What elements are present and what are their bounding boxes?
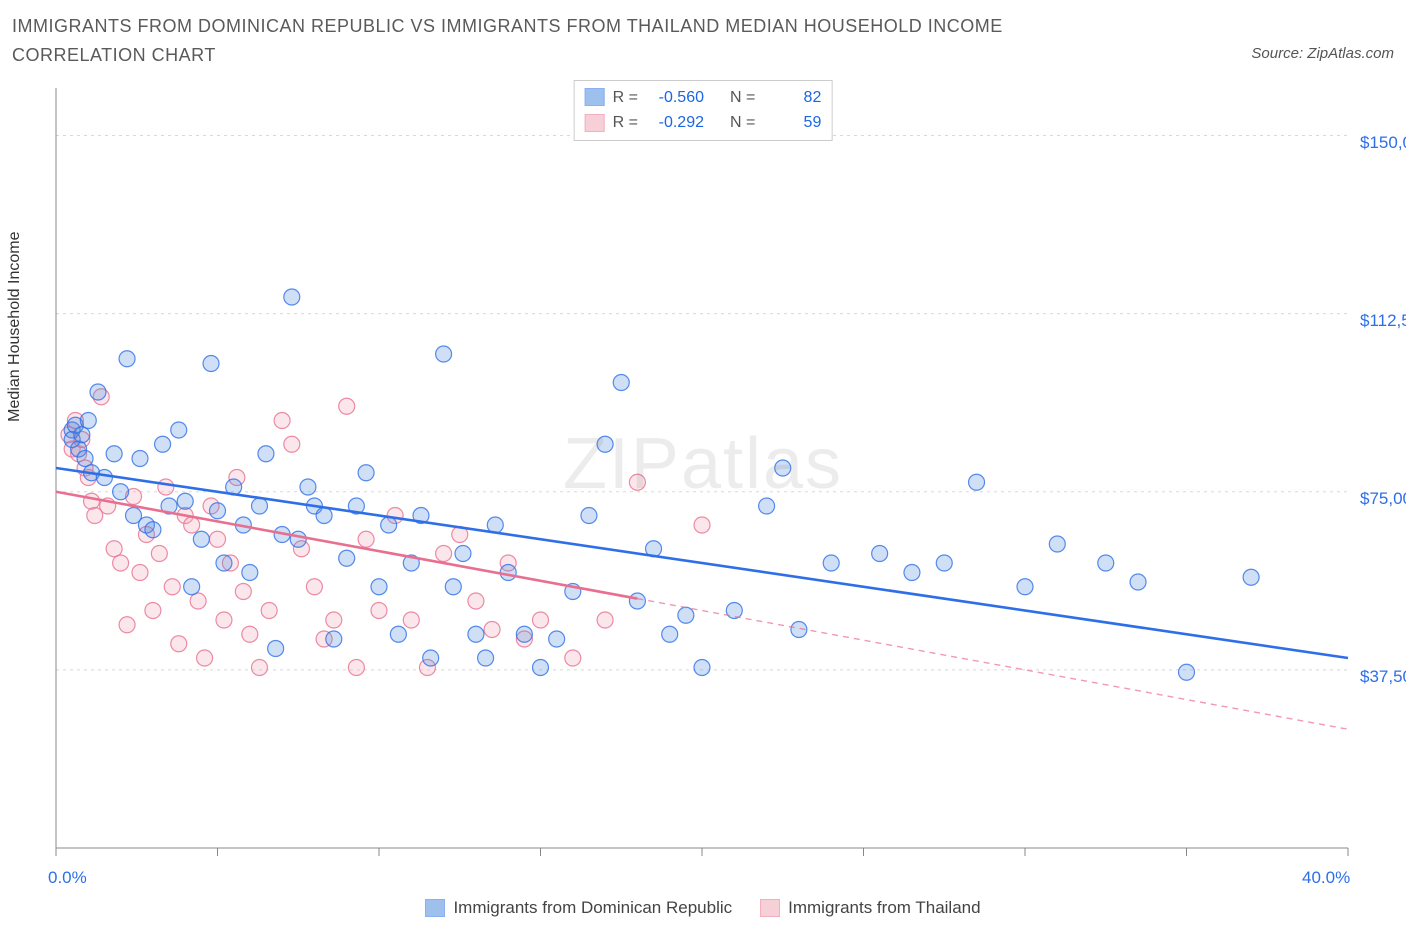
bottom-legend: Immigrants from Dominican Republic Immig… — [12, 898, 1394, 918]
stat-n-value-thailand: 59 — [763, 110, 821, 136]
stats-row-thailand: R = -0.292 N = 59 — [585, 110, 822, 136]
stat-r-label: R = — [613, 85, 638, 111]
legend-label-thailand: Immigrants from Thailand — [788, 898, 980, 918]
source-credit: Source: ZipAtlas.com — [1251, 45, 1394, 70]
chart-title: IMMIGRANTS FROM DOMINICAN REPUBLIC VS IM… — [12, 12, 1112, 70]
y-tick-label: $112,500 — [1360, 311, 1406, 331]
stat-n-label: N = — [730, 110, 755, 136]
stat-n-value-dominican: 82 — [763, 85, 821, 111]
source-prefix: Source: — [1251, 45, 1307, 62]
chart-container: Median Household Income R = -0.560 N = 8… — [12, 78, 1394, 918]
y-tick-label: $37,500 — [1360, 667, 1406, 687]
stat-n-label: N = — [730, 85, 755, 111]
legend-label-dominican: Immigrants from Dominican Republic — [453, 898, 732, 918]
legend-item-thailand: Immigrants from Thailand — [760, 898, 980, 918]
stat-r-label: R = — [613, 110, 638, 136]
y-tick-label: $150,000 — [1360, 133, 1406, 153]
x-tick-max: 40.0% — [1302, 868, 1394, 888]
y-tick-label: $75,000 — [1360, 489, 1406, 509]
scatter-plot-svg — [12, 78, 1352, 868]
stat-r-value-dominican: -0.560 — [646, 85, 704, 111]
swatch-dominican — [585, 88, 605, 106]
x-axis-tick-labels: 0.0% 40.0% — [12, 868, 1394, 892]
source-name: ZipAtlas.com — [1307, 45, 1394, 62]
swatch-thailand — [585, 114, 605, 132]
stats-legend-box: R = -0.560 N = 82 R = -0.292 N = 59 — [574, 80, 833, 141]
legend-swatch-thailand — [760, 899, 780, 917]
legend-item-dominican: Immigrants from Dominican Republic — [425, 898, 732, 918]
x-tick-min: 0.0% — [48, 868, 87, 888]
legend-swatch-dominican — [425, 899, 445, 917]
stat-r-value-thailand: -0.292 — [646, 110, 704, 136]
y-axis-label: Median Household Income — [6, 231, 24, 421]
stats-row-dominican: R = -0.560 N = 82 — [585, 85, 822, 111]
